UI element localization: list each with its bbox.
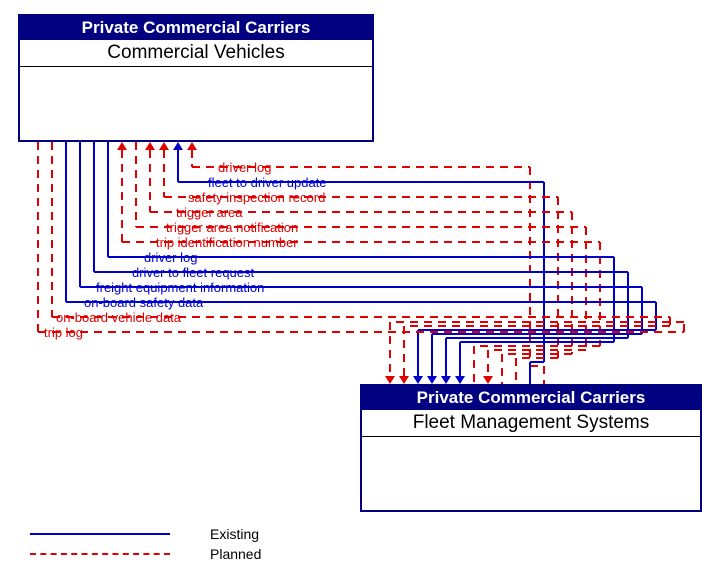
legend-row-existing: Existing — [30, 526, 261, 542]
flow-label: driver to fleet request — [132, 266, 254, 279]
legend-line-existing — [30, 533, 170, 535]
box-top-title: Commercial Vehicles — [20, 40, 372, 67]
legend-label-existing: Existing — [210, 526, 259, 542]
flow-label: fleet to driver update — [208, 176, 327, 189]
box-bottom-title: Fleet Management Systems — [362, 410, 700, 437]
flow-label: trip log — [44, 326, 83, 339]
flow-label: driver log — [144, 251, 197, 264]
legend: Existing Planned — [30, 522, 261, 566]
flow-label: safety inspection record — [188, 191, 325, 204]
legend-line-planned — [30, 553, 170, 555]
flow-label: trigger area notification — [166, 221, 298, 234]
legend-row-planned: Planned — [30, 546, 261, 562]
box-commercial-vehicles: Private Commercial Carriers Commercial V… — [18, 14, 374, 142]
flow-label: on-board safety data — [84, 296, 203, 309]
flow-label: trigger area — [176, 206, 242, 219]
box-fleet-management: Private Commercial Carriers Fleet Manage… — [360, 384, 702, 512]
box-top-header: Private Commercial Carriers — [20, 16, 372, 40]
flow-label: freight equipment information — [96, 281, 264, 294]
flow-label: on-board vehicle data — [56, 311, 181, 324]
legend-label-planned: Planned — [210, 546, 261, 562]
flow-label: trip identification number — [156, 236, 298, 249]
box-bottom-header: Private Commercial Carriers — [362, 386, 700, 410]
flow-label: driver log — [218, 161, 271, 174]
